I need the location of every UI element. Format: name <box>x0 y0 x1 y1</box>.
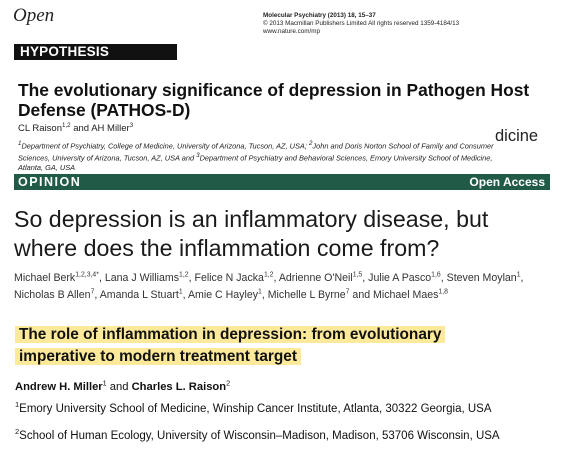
author-sup: 1,5 <box>352 271 363 279</box>
and-word: and <box>106 381 132 393</box>
author-name: AH Miller <box>91 123 130 134</box>
author-separator: , <box>362 272 369 284</box>
author-name: Amie C Hayley <box>187 289 259 301</box>
author-separator: , <box>188 272 195 284</box>
journal-line: Molecular Psychiatry (2013) 18, 15–37 <box>263 12 376 19</box>
and-word: and <box>70 123 92 134</box>
aff-text: Emory University School of Medicine, Win… <box>19 403 492 415</box>
aff-sup: 3 <box>196 152 200 160</box>
paper3-authors: Andrew H. Miller1 and Charles L. Raison2 <box>15 378 231 393</box>
paper1-title: The evolutionary significance of depress… <box>18 80 530 120</box>
author-name: Michelle L Byrne <box>267 289 346 301</box>
opinion-bar: OPINION Open Access <box>14 174 550 190</box>
author-sup: 1,6 <box>431 271 441 279</box>
author-separator: , <box>98 272 105 284</box>
hypothesis-badge: HYPOTHESIS <box>14 44 177 60</box>
author-name: Nicholas B Allen <box>14 289 91 301</box>
author-name: Michael Berk <box>14 272 76 284</box>
author-name: Amanda L Stuart <box>99 289 179 301</box>
paper3-affiliation-2: 2School of Human Ecology, University of … <box>15 427 500 442</box>
author-sup: 1,2,3,4* <box>75 271 99 279</box>
author-separator: , <box>273 272 279 284</box>
highlighted-title: The role of inflammation in depression: … <box>15 326 446 365</box>
journal-citation: Molecular Psychiatry (2013) 18, 15–37 <box>263 12 376 20</box>
author-separator: , <box>261 289 268 301</box>
paper1-affiliations: 1Department of Psychiatry, College of Me… <box>18 139 498 173</box>
author-name: Lana J Williams <box>104 272 180 284</box>
author-name: Felice N Jacka <box>194 272 264 284</box>
copyright-line: © 2013 Macmillan Publishers Limited All … <box>263 20 460 27</box>
opinion-label: OPINION <box>18 175 82 189</box>
aff-sup: 2 <box>15 427 20 437</box>
author-sup: 1,2 <box>179 271 189 279</box>
author-name: Charles L. Raison <box>131 381 227 393</box>
paper3-affiliation-1: 1Emory University School of Medicine, Wi… <box>15 400 492 415</box>
aff-text: Department of Psychiatry and Behavioral … <box>18 153 493 173</box>
author-separator: , <box>182 289 188 301</box>
author-name: Adrienne O'Neil <box>278 272 353 284</box>
aff-sup: 1 <box>18 140 22 147</box>
open-access-label[interactable]: Open Access <box>469 175 545 189</box>
author-sup: 7 <box>345 288 350 296</box>
open-logo: Open <box>13 5 55 26</box>
author-sup: 1 <box>516 271 521 279</box>
author-name: Michael Maes <box>373 289 439 301</box>
aff-text: Department of Psychiatry, College of Med… <box>21 141 309 151</box>
author-sup: 1,2 <box>62 121 71 129</box>
aff-text: School of Human Ecology, University of W… <box>19 430 500 442</box>
paper1-authors: CL Raison1,2 and AH Miller3 <box>18 121 134 134</box>
author-separator: , <box>94 289 100 301</box>
author-separator: , <box>520 272 524 284</box>
author-sup: 1,8 <box>438 288 448 296</box>
author-name: CL Raison <box>18 123 63 134</box>
paper3-title: The role of inflammation in depression: … <box>15 324 515 368</box>
author-sup: 2 <box>226 378 231 388</box>
author-name: Steven Moylan <box>446 272 517 284</box>
paper2-title: So depression is an inflammatory disease… <box>14 206 489 261</box>
aff-text: John and Doris Norton School of Family a… <box>18 141 494 163</box>
author-sup: 3 <box>129 121 134 129</box>
author-separator: and <box>349 289 374 301</box>
overlapped-fragment: dicine <box>495 127 539 145</box>
author-separator: , <box>440 272 447 284</box>
author-sup: 7 <box>90 288 95 296</box>
aff-sup: 2 <box>308 140 313 147</box>
aff-sup: 1 <box>15 400 20 410</box>
author-name: Andrew H. Miller <box>15 381 103 393</box>
author-sup: 1 <box>258 288 262 296</box>
journal-url[interactable]: www.nature.com/mp <box>263 28 321 35</box>
author-sup: 1 <box>102 378 107 388</box>
author-sup: 1,2 <box>263 271 274 279</box>
paper2-authors: Michael Berk1,2,3,4*, Lana J Williams1,2… <box>14 270 554 304</box>
author-sup: 1 <box>178 288 183 296</box>
author-name: Julie A Pasco <box>368 272 432 284</box>
